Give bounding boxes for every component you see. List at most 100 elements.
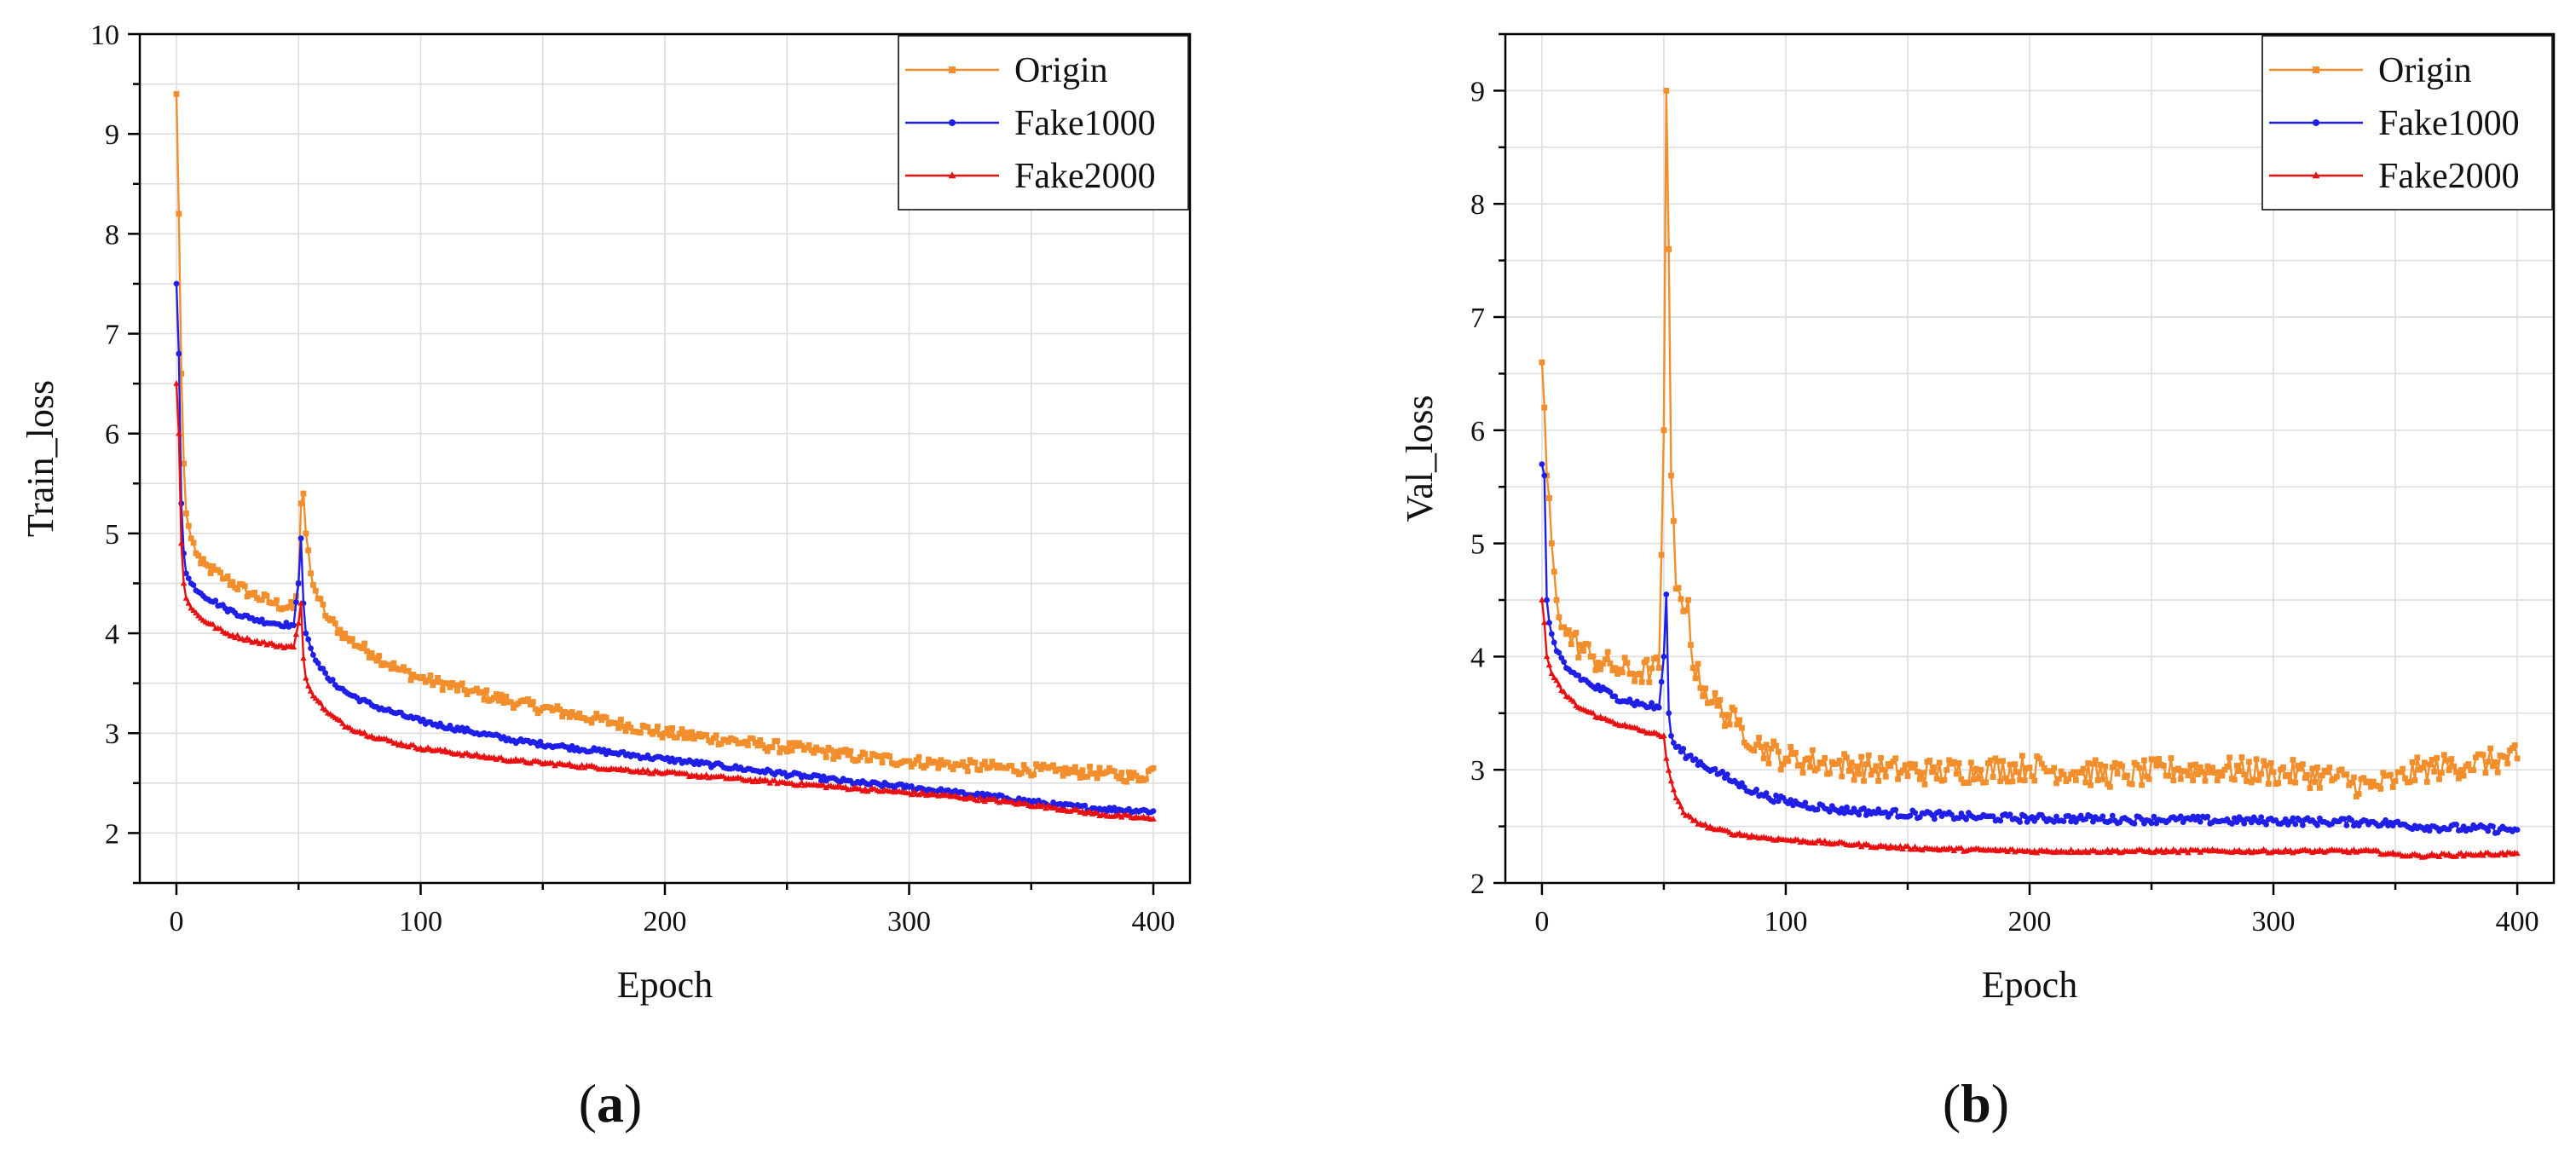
data-point xyxy=(500,700,507,706)
data-point xyxy=(1932,764,1938,770)
data-point xyxy=(1844,754,1850,761)
data-point xyxy=(1590,709,1597,716)
data-point xyxy=(310,651,316,658)
data-point xyxy=(1661,654,1667,660)
data-point xyxy=(1020,762,1027,768)
data-point xyxy=(1949,811,1955,818)
legend-label: Origin xyxy=(1014,51,1108,90)
data-point xyxy=(2165,772,2172,779)
data-point xyxy=(2290,815,2296,822)
data-point xyxy=(703,732,710,739)
data-point xyxy=(439,687,446,693)
data-point xyxy=(1712,690,1718,696)
x-tick-label: 200 xyxy=(644,906,687,938)
data-point xyxy=(1702,685,1708,692)
data-point xyxy=(1929,769,1935,776)
data-point xyxy=(180,580,188,586)
data-point xyxy=(2021,777,2028,784)
data-point xyxy=(173,280,180,287)
data-point xyxy=(2511,742,2518,748)
data-point xyxy=(2326,765,2333,770)
data-point xyxy=(1539,359,1545,366)
data-point xyxy=(2348,816,2355,823)
data-point xyxy=(292,631,300,638)
data-point xyxy=(1768,745,1775,752)
data-point xyxy=(2485,828,2492,834)
data-point xyxy=(1814,806,1821,813)
data-point xyxy=(410,741,417,748)
data-point xyxy=(297,500,304,507)
data-point xyxy=(2102,763,2109,770)
data-point xyxy=(818,777,824,784)
data-point xyxy=(1897,842,1904,849)
data-point xyxy=(315,660,321,666)
data-point xyxy=(1667,777,1675,784)
data-point xyxy=(376,653,383,659)
data-point xyxy=(1675,743,1682,750)
chart-train-loss: 0 100 200 300 400 2 3 4 5 6 7 8 9 10 Epoch Train_loss Or… xyxy=(20,20,1192,1006)
data-point xyxy=(2426,761,2433,768)
data-point xyxy=(1805,755,1811,762)
data-point xyxy=(2460,823,2467,830)
data-point xyxy=(1785,758,1792,765)
data-point xyxy=(1765,760,1772,767)
data-point xyxy=(2465,761,2472,767)
data-point xyxy=(2411,777,2418,783)
data-point xyxy=(2090,818,2096,825)
data-point xyxy=(618,716,624,723)
data-point xyxy=(2185,849,2192,856)
legend-marker xyxy=(2312,171,2320,179)
data-point xyxy=(2097,761,2104,768)
data-point xyxy=(1672,794,1679,801)
data-point xyxy=(2343,822,2350,828)
x-tick-label: 400 xyxy=(2496,906,2539,938)
y-tick-label: 9 xyxy=(1470,76,1485,107)
data-point xyxy=(2233,819,2240,825)
data-point xyxy=(2406,779,2413,785)
data-point xyxy=(2436,776,2442,782)
data-point xyxy=(1933,776,1940,782)
data-point xyxy=(1632,678,1638,684)
data-point xyxy=(1941,776,1948,783)
data-point xyxy=(503,693,510,700)
data-point xyxy=(1037,766,1044,772)
data-point xyxy=(1892,755,1899,762)
data-point xyxy=(1907,812,1914,819)
legend-item-fake2000: Fake2000 xyxy=(905,157,1156,196)
y-tick-label: 5 xyxy=(105,519,119,551)
data-point xyxy=(2487,745,2494,752)
data-point xyxy=(1975,776,1982,782)
data-point xyxy=(1541,472,1548,479)
data-point xyxy=(1788,797,1794,803)
data-point xyxy=(1972,765,1979,772)
data-point xyxy=(2177,776,2184,782)
data-point xyxy=(603,714,609,721)
data-point xyxy=(2236,768,2243,774)
data-point xyxy=(2092,757,2099,764)
data-point xyxy=(2351,774,2357,781)
data-point xyxy=(1580,648,1586,655)
data-point xyxy=(679,726,685,733)
data-point xyxy=(1726,721,1733,728)
data-point xyxy=(1629,670,1636,677)
data-point xyxy=(2280,765,2286,770)
data-point xyxy=(2014,769,2021,776)
data-point xyxy=(1111,768,1118,775)
data-point xyxy=(576,710,583,717)
data-point xyxy=(1683,607,1689,614)
legend-label: Fake2000 xyxy=(2378,157,2520,196)
data-point xyxy=(906,758,912,765)
data-point xyxy=(205,563,211,569)
data-point xyxy=(312,587,319,594)
data-point xyxy=(2019,753,2025,759)
data-point xyxy=(1597,666,1603,672)
data-point xyxy=(320,666,326,672)
data-point xyxy=(1663,591,1670,597)
data-point xyxy=(2148,820,2155,827)
data-point xyxy=(1116,775,1123,782)
data-point xyxy=(2009,778,2016,785)
data-point xyxy=(2446,767,2452,774)
data-point xyxy=(1678,803,1684,810)
data-point xyxy=(2068,818,2075,825)
data-point xyxy=(251,589,258,596)
